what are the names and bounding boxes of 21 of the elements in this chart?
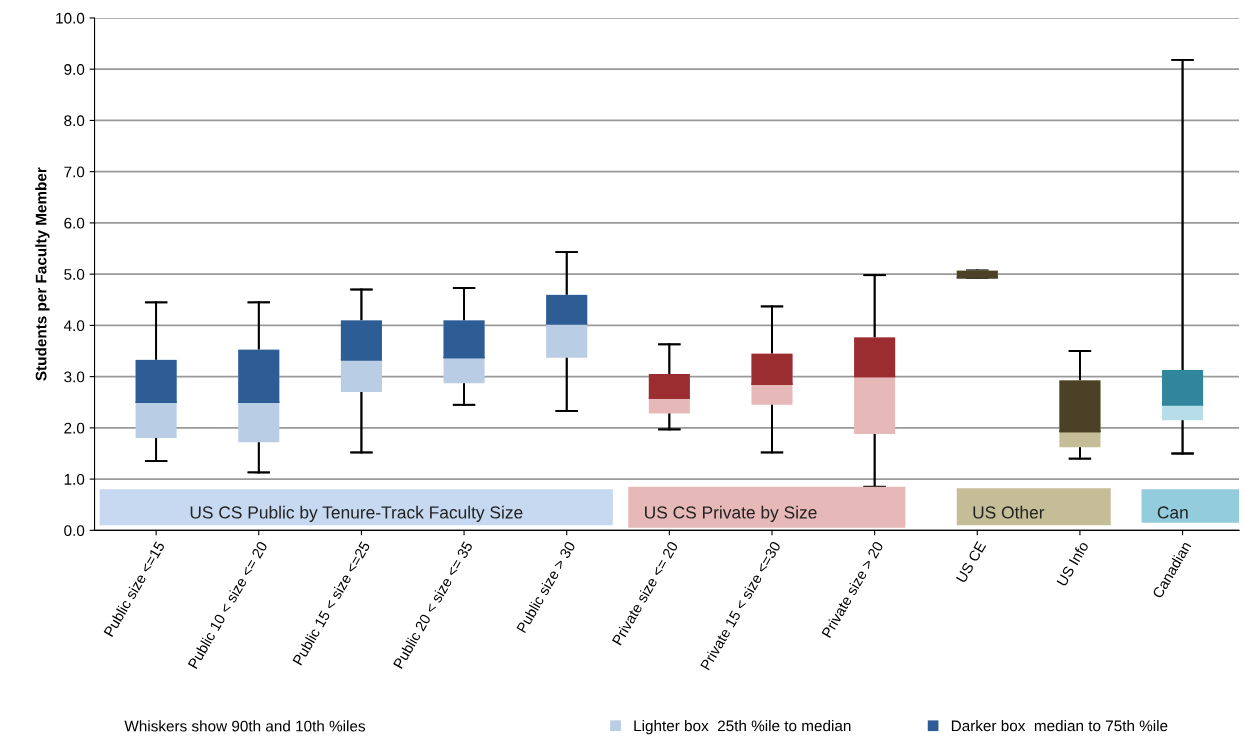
x-tick-label: US CE	[955, 540, 987, 584]
y-axis-title: Students per Faculty Member	[35, 167, 50, 381]
legend-label: Lighter box 25th %ile to median	[634, 720, 851, 735]
annotation: Can	[1157, 506, 1188, 519]
x-tick-label: US Info	[1056, 540, 1089, 587]
legend-label: Darker box median to 75th %ile	[951, 720, 1168, 732]
y-tick-label: 3.0	[64, 371, 85, 383]
y-tick-label: 10.0	[56, 12, 85, 24]
y-tick-label: 4.0	[63, 320, 85, 332]
y-tick-label: 7.0	[64, 166, 85, 178]
y-tick-label: 9.0	[64, 64, 85, 75]
y-tick-label: 1.0	[64, 473, 85, 485]
y-tick-label: 5.0	[64, 269, 85, 280]
y-tick-label: 8.0	[64, 115, 85, 127]
annotation: US Other	[973, 505, 1045, 519]
annotation: US CS Public by Tenure-Track Faculty Size	[190, 505, 523, 523]
y-tick-label: 6.0	[64, 217, 85, 229]
annotation: US CS Private by Size	[645, 505, 817, 523]
text: Whiskers show 90th and 10th %iles	[124, 720, 366, 732]
y-tick-label: 0.0	[64, 525, 85, 537]
y-tick-label: 2.0	[64, 422, 85, 434]
